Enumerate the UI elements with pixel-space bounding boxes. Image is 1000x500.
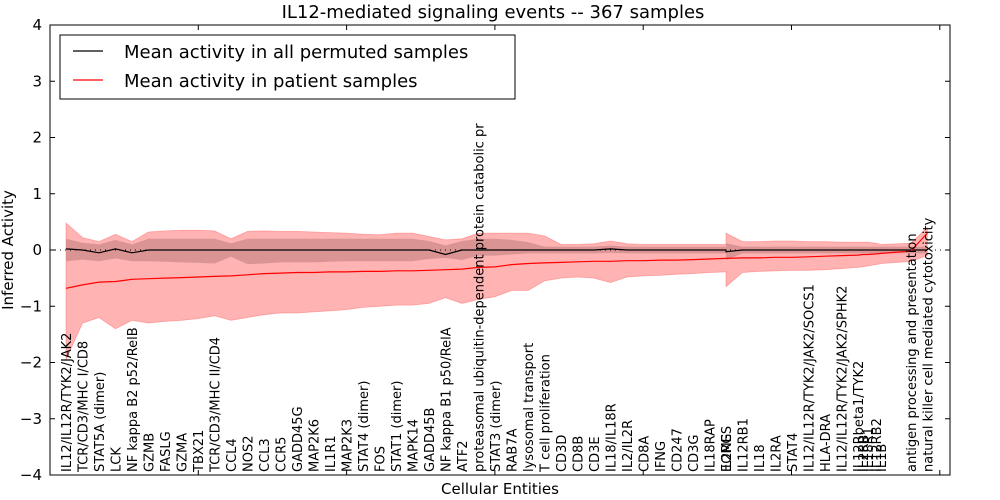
entity-label: MAPK14 [407, 419, 422, 472]
legend: Mean activity in all permuted samples Me… [59, 34, 516, 100]
entity-label: CD3D [555, 435, 570, 472]
series-lines [50, 232, 950, 289]
y-axis: −4 −3 −2 −1 0 1 2 3 4 [20, 16, 950, 484]
y-tick-label: −3 [20, 410, 42, 428]
entity-label: CD8A [638, 436, 653, 472]
chart-title: IL12-mediated signaling events -- 367 sa… [282, 2, 705, 23]
entity-label: proteasomal ubiquitin-dependent protein … [473, 123, 488, 472]
entity-label: natural killer cell mediated cytotoxicit… [921, 217, 936, 472]
entity-label: IFNG [654, 441, 669, 472]
entity-label: STAT4 [786, 433, 801, 472]
y-tick-label: 1 [32, 185, 42, 203]
entity-label: IL12/IL12R/TYK2/JAK2/SPHK2 [836, 286, 851, 472]
entity-label: T cell proliferation [539, 354, 554, 473]
entity-label: TCR/CD3/MHC I/CD8 [77, 341, 92, 473]
y-tick-label: −1 [20, 297, 42, 315]
entity-label: STAT4 (dimer) [357, 381, 372, 472]
y-tick-label: 4 [32, 16, 42, 34]
entity-label: IL12/IL12R/TYK2/JAK2/SOCS1 [803, 284, 818, 472]
entity-label: GZMA [176, 433, 191, 472]
permuted-confidence-band [66, 238, 928, 265]
entity-label: TBX21 [192, 430, 207, 473]
entity-label: CD3E [588, 436, 603, 472]
entity-label: IL18/IL18R [605, 403, 620, 472]
entity-label: GADD45B [423, 408, 438, 472]
legend-label-permuted: Mean activity in all permuted samples [124, 42, 468, 63]
y-tick-label: 2 [32, 129, 42, 147]
legend-label-patient: Mean activity in patient samples [124, 71, 418, 92]
entity-label: IL12RB1 [737, 418, 752, 472]
y-tick-label: −2 [20, 354, 42, 372]
x-axis-title: Cellular Entities [441, 480, 559, 498]
entity-label: CCL4 [225, 438, 240, 472]
entity-label: GZMB [143, 433, 158, 472]
entity-label: CD8B [572, 436, 587, 472]
entity-label: IL18 [753, 444, 768, 472]
entity-label: IL12/IL12R/TYK2/JAK2 [60, 333, 75, 472]
entity-label: STAT3 (dimer) [489, 381, 504, 472]
entity-label: IL2/IL2R [621, 420, 636, 472]
x-axis-ticks [49, 25, 941, 475]
entity-label: NF kappa B2 p52/RelB [126, 327, 141, 472]
y-tick-label: −4 [20, 466, 42, 484]
y-tick-label: 0 [32, 241, 42, 259]
entity-label: CCL3 [258, 438, 273, 472]
entity-label: FASLG [159, 431, 174, 472]
entity-label: FOS [374, 446, 389, 472]
entity-label: GADD45G [291, 406, 306, 472]
entity-label: IL12RB2 [870, 418, 885, 472]
x-axis-entity-labels: IL12/IL12R/TYK2/JAK2 TCR/CD3/MHC I/CD8 STA… [60, 123, 936, 473]
entity-label: MAP2K3 [341, 419, 356, 472]
entity-label: NF kappa B1 p50/RelA [440, 327, 455, 472]
entity-label: CD3G [687, 435, 702, 472]
entity-label: MAP2K6 [308, 419, 323, 472]
entity-label: IL18RAP [704, 419, 719, 472]
entity-label: IL1B [875, 444, 890, 472]
legend-box [59, 34, 516, 100]
entity-label: RAB7A [506, 428, 521, 472]
patient-mean-line [65, 232, 928, 289]
entity-label: STAT5A (dimer) [93, 372, 108, 472]
y-axis-title: Inferred Activity [0, 190, 17, 310]
entity-label: IL1R1 [324, 435, 339, 472]
entity-label: TCR/CD3/MHC II/CD4 [209, 337, 224, 473]
entity-label: antigen processing and presentation [905, 233, 920, 472]
entity-label: IL2RG [720, 434, 735, 472]
entity-label: NOS2 [242, 436, 257, 472]
entity-label: IL2RB [857, 435, 872, 472]
entity-label: IL18R1 [862, 427, 877, 472]
entity-label: CD247 [671, 428, 686, 472]
entity-label: HLA-DRA [819, 414, 834, 472]
entity-label: LCK [110, 447, 125, 472]
entity-label: IL12Rbeta1/TYK2 [852, 361, 867, 472]
entity-label: IL2RA [770, 435, 785, 472]
entity-label: EOMES [720, 426, 735, 472]
entity-label: STAT1 (dimer) [390, 381, 405, 472]
entity-label: lysosomal transport [522, 343, 537, 472]
entity-label: CCR5 [275, 437, 290, 472]
confidence-bands [65, 222, 928, 360]
y-tick-label: 3 [32, 72, 42, 90]
entity-label: ATF2 [456, 440, 471, 472]
permuted-mean-line [65, 248, 928, 256]
